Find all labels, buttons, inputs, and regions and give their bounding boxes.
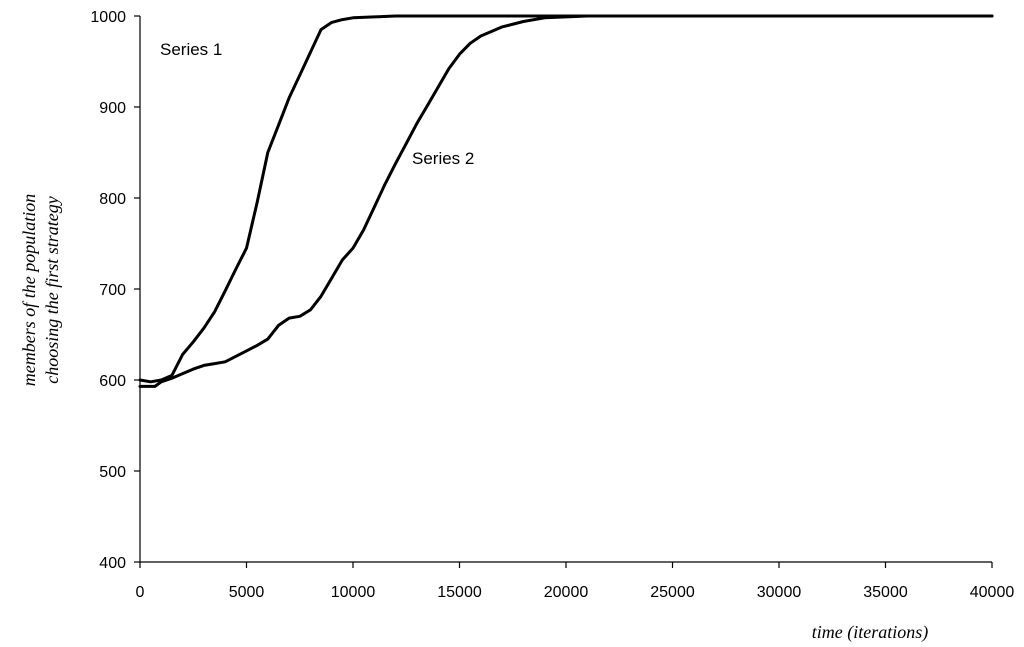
x-tick-label: 20000 [544, 584, 589, 601]
y-tick-label: 600 [99, 373, 126, 390]
x-tick-label: 40000 [970, 584, 1015, 601]
x-tick-label: 15000 [437, 584, 482, 601]
y-tick-label: 1000 [90, 9, 126, 26]
x-tick-label: 25000 [650, 584, 695, 601]
y-tick-label: 700 [99, 282, 126, 299]
series-1-line [138, 14, 994, 384]
x-tick-label: 30000 [757, 584, 802, 601]
x-tick-label: 10000 [331, 584, 376, 601]
series-2-label: Series 2 [412, 149, 474, 168]
series-lines [138, 14, 994, 388]
y-axis-title-line-1: members of the population [19, 194, 39, 386]
x-tick-label: 35000 [863, 584, 908, 601]
series-1-label: Series 1 [160, 40, 222, 59]
y-tick-label: 800 [99, 191, 126, 208]
y-axis-title-line-2: choosing the first strategy [42, 196, 62, 384]
x-axis-ticks: 0 5000 10000 15000 20000 25000 30000 35000 40000 [136, 562, 1015, 601]
y-tick-label: 900 [99, 100, 126, 117]
y-axis-ticks: 400 500 600 700 800 900 1000 [90, 9, 140, 572]
x-axis-title: time (iterations) [812, 622, 928, 643]
y-tick-label: 500 [99, 464, 126, 481]
series-2-line [138, 14, 994, 388]
y-axis-title: members of the population choosing the f… [19, 194, 62, 386]
x-tick-label: 5000 [229, 584, 265, 601]
y-tick-label: 400 [99, 555, 126, 572]
x-tick-label: 0 [136, 584, 145, 601]
